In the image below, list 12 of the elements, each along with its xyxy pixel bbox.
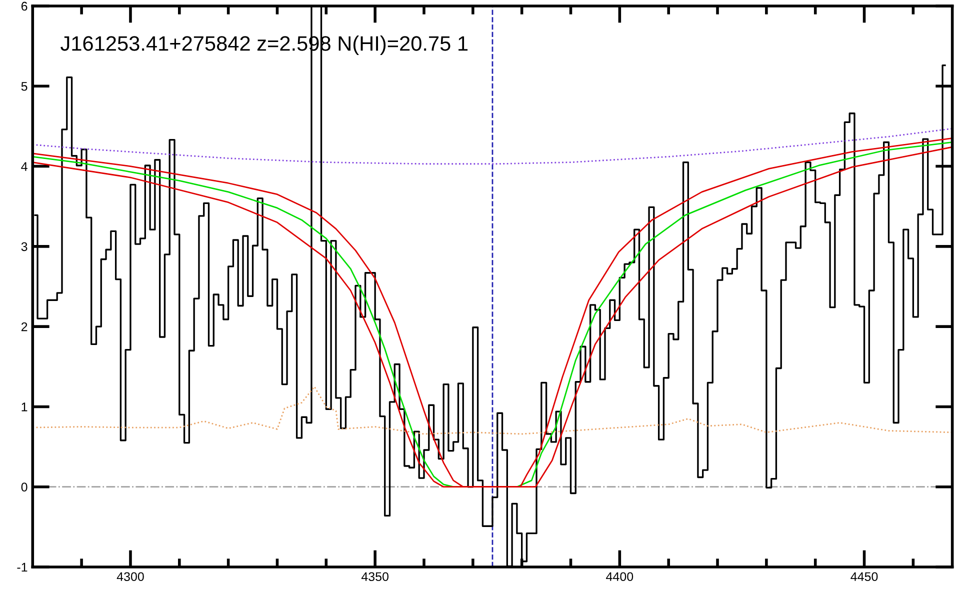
y-tick-label: 1 [22, 402, 28, 412]
y-tick-label: -1 [17, 562, 28, 572]
y-tick-label: 3 [21, 242, 28, 252]
x-tick-label: 4300 [116, 572, 144, 582]
y-tick-label: 5 [21, 82, 28, 91]
y-tick-label: 4 [21, 162, 28, 171]
y-tick-label: 2 [21, 322, 28, 332]
y-tick-label: 6 [21, 2, 28, 11]
x-tick-label: 4350 [361, 572, 388, 582]
x-tick-label: 4400 [606, 572, 634, 582]
x-tick-label: 4450 [850, 572, 878, 582]
y-tick-label: 0 [21, 482, 28, 492]
